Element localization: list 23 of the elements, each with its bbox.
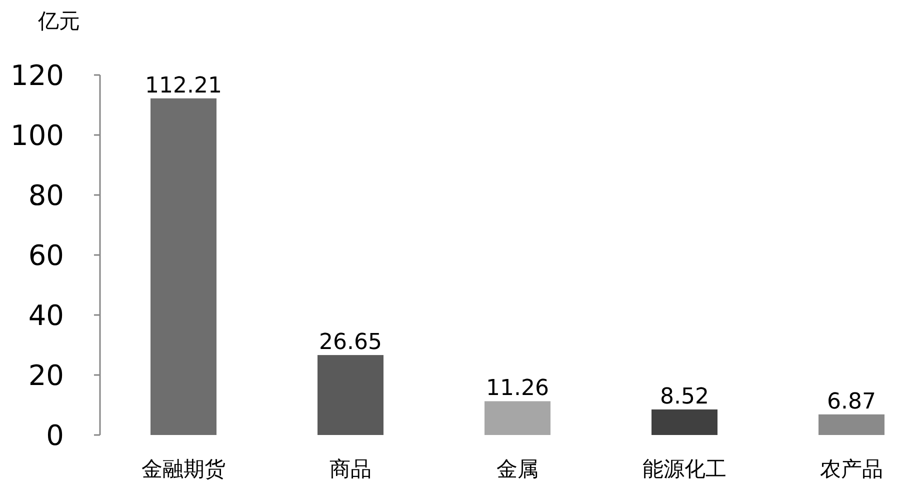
x-tick-label: 金融期货 bbox=[142, 457, 226, 481]
x-tick-label: 金属 bbox=[496, 457, 538, 481]
bar bbox=[652, 409, 718, 435]
bar bbox=[818, 414, 884, 435]
y-tick-label: 100 bbox=[10, 119, 64, 152]
data-label: 112.21 bbox=[145, 73, 222, 98]
data-label: 8.52 bbox=[660, 384, 709, 410]
x-tick-label: 农产品 bbox=[820, 457, 883, 481]
bar bbox=[318, 355, 384, 435]
x-tick-label: 商品 bbox=[330, 457, 372, 481]
bar bbox=[150, 98, 216, 435]
data-label: 6.87 bbox=[827, 389, 876, 414]
y-tick-label: 20 bbox=[28, 359, 64, 392]
y-tick-label: 0 bbox=[46, 419, 64, 452]
x-tick-label: 能源化工 bbox=[642, 457, 726, 481]
y-axis-title: 亿元 bbox=[37, 9, 80, 33]
bar bbox=[484, 401, 550, 435]
y-tick-label: 40 bbox=[28, 299, 64, 332]
data-label: 26.65 bbox=[319, 330, 382, 356]
y-tick-label: 60 bbox=[28, 239, 64, 272]
y-tick-label: 120 bbox=[10, 59, 64, 92]
y-tick-label: 80 bbox=[28, 179, 64, 212]
data-label: 11.26 bbox=[486, 376, 549, 402]
